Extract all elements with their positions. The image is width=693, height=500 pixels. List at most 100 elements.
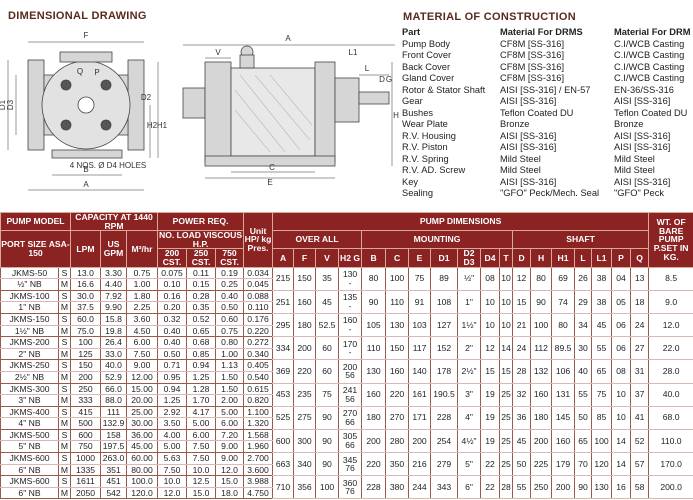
materials-cell: Mild Steel — [500, 165, 541, 175]
dim-value: 160 — [342, 315, 358, 326]
spec-row: 2" NB M 125 33.0 7.50 0.50 0.85 1.00 0.340 — [0, 347, 693, 361]
dimension-label: A — [83, 180, 89, 189]
dim-cell: 19 — [480, 428, 501, 454]
value-cell: 10.0 — [186, 463, 217, 477]
dim-cell: 22 — [480, 475, 501, 500]
value-cell: 0.405 — [243, 359, 274, 372]
dim-cell: 29 — [574, 289, 593, 314]
dim-cell: 220 — [385, 382, 410, 407]
value-cell: 4.50 — [125, 324, 159, 338]
dimension-label: H2 — [147, 121, 158, 130]
value-cell: 0.68 — [186, 336, 217, 349]
value-cell: 3.988 — [243, 475, 274, 488]
value-cell: 4.00 — [157, 428, 188, 442]
dim-cell: 130 — [361, 359, 387, 384]
value-cell: 263.0 — [100, 452, 127, 465]
sm-cell: M — [58, 394, 71, 407]
materials-row: Front Cover CF8M [SS-316] C.I/WCB Casting — [402, 50, 692, 62]
value-cell: 197.5 — [100, 440, 127, 454]
dim-cell: 4" — [457, 405, 482, 430]
value-cell: 30.00 — [125, 417, 159, 430]
dim-cell: 250 — [530, 475, 553, 500]
dim-cell: 127 — [430, 312, 459, 338]
dimension-label: D3 — [6, 99, 15, 110]
dimension-label: H1 — [157, 121, 168, 130]
dim-cell: 295 — [272, 312, 295, 338]
value-cell: 100 — [70, 336, 101, 349]
value-cell: 15.00 — [125, 382, 159, 396]
materials-row: Bushes Teflon Coated DU Teflon Coated DU — [402, 108, 692, 120]
dim-cell: 3" — [457, 382, 482, 407]
materials-cell: Mild Steel — [500, 153, 541, 164]
dim-cell: 525 — [272, 405, 295, 430]
value-cell: 5.63 — [157, 452, 188, 465]
materials-header-row: Part Material For DRMS Material For DRM — [402, 27, 692, 39]
materials-cell: AISI [SS-316] — [614, 142, 671, 152]
spec-table: PUMP MODEL CAPACITY AT 1440 RPM POWER RE… — [0, 211, 693, 500]
dim-cell: 65 — [591, 359, 613, 384]
header-cell: OVER ALL — [272, 230, 363, 250]
value-cell: 4.750 — [243, 486, 274, 500]
dim-cell: 90 — [315, 405, 340, 430]
dim-cell: 600 — [272, 428, 295, 454]
materials-title: MATERIAL OF CONSTRUCTION — [403, 11, 577, 23]
materials-cell: CF8M [SS-316] — [500, 50, 565, 60]
header-cell: US GPM — [100, 230, 127, 268]
dim-cell: 70 — [574, 452, 593, 477]
value-cell: 0.10 — [157, 278, 188, 291]
dim-cell: 100 — [315, 475, 340, 500]
value-cell: 0.045 — [243, 278, 274, 291]
dim-cell: 91 — [408, 289, 432, 314]
value-cell: 66.0 — [100, 382, 127, 396]
dim-cell: 55 — [512, 475, 532, 500]
value-cell: 25.00 — [125, 405, 159, 419]
header-cell: L — [574, 248, 593, 268]
value-cell: 7.92 — [100, 289, 127, 303]
dim-cell: 200 — [361, 428, 387, 454]
materials-cell: Sealing — [402, 188, 434, 198]
dim-cell: 34 — [574, 312, 593, 338]
materials-cell: C.I/WCB Casting — [614, 73, 685, 83]
dim-cell: 150 — [385, 336, 410, 361]
dim-cell: 80 — [361, 266, 387, 291]
value-cell: 15.0 — [186, 486, 217, 500]
header-cell: F — [293, 248, 317, 268]
materials-cell: Gear — [402, 96, 423, 106]
dim-cell: 131 — [551, 382, 576, 407]
materials-cell: Teflon Coated DU — [614, 107, 688, 118]
header-cell: C — [385, 248, 410, 268]
materials-cell: Bronze — [500, 119, 530, 129]
value-cell: 451 — [100, 475, 127, 488]
materials-cell: AISI [SS-316] — [500, 130, 557, 141]
spec-row: JKMS-250 S 150 40.0 9.00 0.71 0.94 1.13 0.405 369… — [0, 359, 693, 384]
value-cell: 1.70 — [186, 394, 217, 407]
dim-cell: 90 — [361, 289, 387, 314]
materials-row: R.V. Piston AISI [SS-316] AISI [SS-316] — [402, 142, 692, 154]
spec-row: 2½" NB M 200 52.9 12.00 0.95 1.25 1.50 0.540 — [0, 370, 693, 384]
spec-row: JKMS-200 S 100 26.4 6.00 0.40 0.68 0.80 0.272 334… — [0, 336, 693, 361]
value-cell: 2.700 — [243, 452, 274, 465]
spec-row: JKMS-100 S 30.0 7.92 1.80 0.16 0.28 0.40 0.088 25… — [0, 289, 693, 314]
dim-cell: 89 — [430, 266, 459, 291]
dim-value: 305 — [342, 431, 358, 442]
dim-cell: 135- — [338, 289, 363, 314]
dim-cell: 179 — [551, 452, 576, 477]
sm-cell: S — [58, 312, 71, 326]
materials-cell: Mild Steel — [614, 153, 655, 164]
port-cell: 2" NB — [0, 347, 59, 361]
sm-cell: M — [58, 440, 71, 454]
model-cell: JKMS-400 — [0, 405, 59, 419]
value-cell: 0.94 — [186, 359, 217, 372]
model-cell: JKMS-200 — [0, 336, 59, 349]
dim-cell: 90 — [315, 428, 340, 454]
dim-cell: 251 — [272, 289, 295, 314]
value-cell: 3.30 — [100, 266, 127, 280]
dim-cell: 10 — [611, 405, 632, 430]
value-cell: 0.65 — [186, 324, 217, 338]
materials-row: Back Cover CF8M [SS-316] C.I/WCB Casting — [402, 62, 692, 74]
value-cell: 0.40 — [157, 324, 188, 338]
dim-cell: 26 — [574, 266, 593, 291]
value-cell: 0.272 — [243, 336, 274, 349]
value-cell: 60.00 — [125, 452, 159, 465]
dim-cell: 25 — [499, 382, 514, 407]
